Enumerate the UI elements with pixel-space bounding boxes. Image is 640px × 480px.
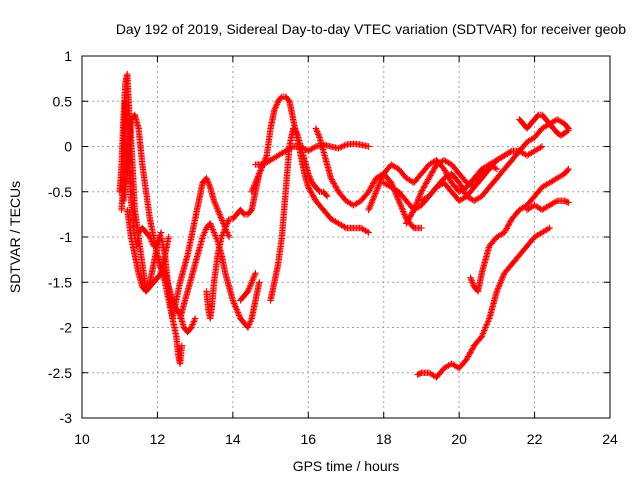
data-points — [312, 125, 425, 232]
y-tick-label: 0.5 — [53, 93, 73, 109]
y-tick-label: -2 — [60, 320, 73, 336]
x-tick-label: 20 — [451, 431, 467, 447]
y-tick-label: -3 — [60, 410, 73, 426]
series-arc-9 — [267, 125, 331, 304]
y-tick-label: -2.5 — [48, 365, 72, 381]
x-axis-label: GPS time / hours — [293, 458, 400, 474]
data-points — [523, 197, 572, 214]
series-arc-14 — [403, 143, 546, 227]
series-arc-20 — [237, 270, 259, 304]
data-points — [516, 111, 572, 139]
chart-title: Day 192 of 2019, Sidereal Day-to-day VTE… — [116, 21, 626, 37]
x-tick-label: 14 — [225, 431, 241, 447]
data-points — [414, 224, 553, 381]
data-points — [176, 220, 263, 331]
data-points — [252, 140, 372, 168]
y-tick-label: 0 — [64, 139, 72, 155]
y-tick-label: -0.5 — [48, 184, 72, 200]
y-tick-label: 1 — [64, 48, 72, 64]
x-tick-label: 24 — [602, 431, 618, 447]
series-arc-16 — [516, 111, 572, 139]
data-points — [267, 125, 331, 304]
series-arc-19 — [523, 197, 572, 214]
x-tick-label: 10 — [74, 431, 90, 447]
x-tick-label: 22 — [527, 431, 543, 447]
data-points — [237, 270, 259, 304]
data-points — [154, 175, 233, 322]
series-arc-11 — [312, 125, 425, 232]
ticks: 10 12 14 16 18 20 22 24 -3 -2.5 -2 -1.5 -1 -0.5 0 0.5 1 — [48, 48, 618, 447]
x-tick-label: 12 — [150, 431, 166, 447]
series-arc-10 — [252, 140, 372, 168]
x-tick-label: 18 — [376, 431, 392, 447]
x-tick-label: 16 — [300, 431, 316, 447]
series-arc-6 — [176, 220, 263, 331]
y-tick-label: -1 — [60, 229, 73, 245]
series-arc-18 — [414, 224, 553, 381]
series-arc-5 — [154, 175, 233, 322]
data-points — [403, 143, 546, 227]
series-arc-17 — [467, 165, 572, 295]
y-axis-label: SDTVAR / TECUs — [7, 181, 23, 293]
data-points — [467, 165, 572, 295]
data-layer — [116, 70, 572, 381]
y-tick-label: -1.5 — [48, 274, 72, 290]
